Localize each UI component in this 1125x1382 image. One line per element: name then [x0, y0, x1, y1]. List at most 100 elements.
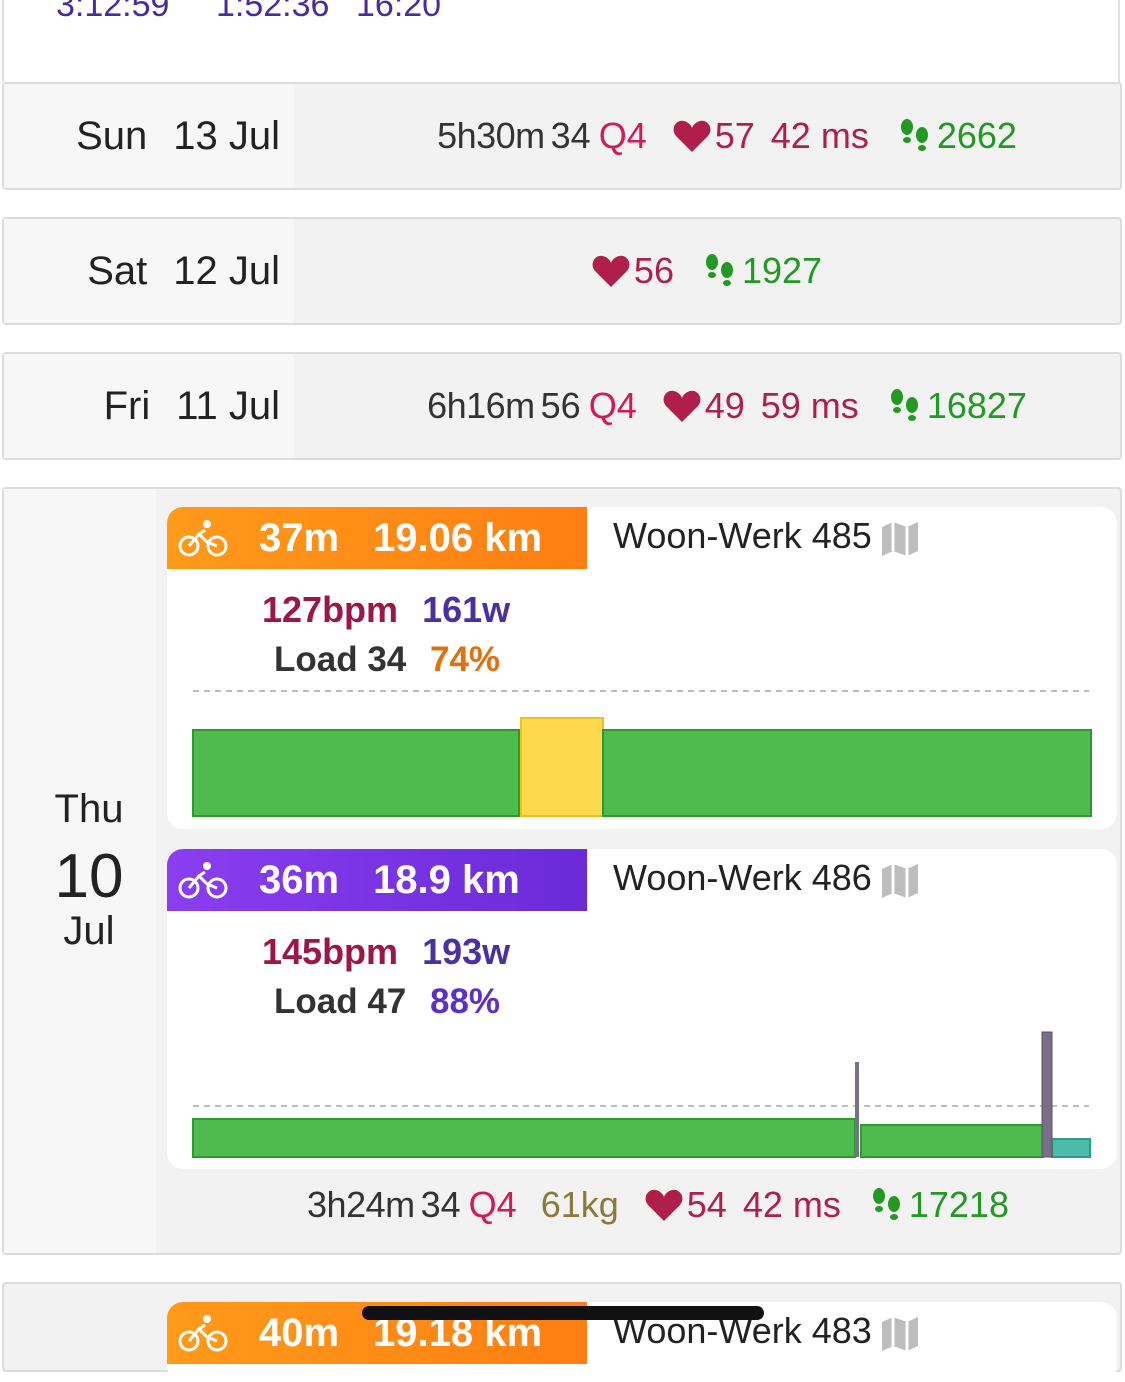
activity-duration: 37m	[259, 515, 340, 560]
previous-week-summary: 3:12:59 1:52:36 16:20	[2, 0, 1120, 82]
activity-distance: 18.9 km	[373, 857, 520, 902]
steps-stat: 16827	[859, 385, 1027, 427]
load-percent: 74%	[430, 640, 501, 679]
zone-bar-1	[192, 729, 520, 817]
hrv-value: 59 ms	[760, 385, 859, 426]
activity-card[interactable]: 37m 19.06 km Woon-Werk 485 127bpm 161w L…	[167, 507, 1117, 829]
day-date: 13 Jul	[173, 113, 280, 158]
activity-duration: 40m	[259, 1310, 340, 1355]
day-of-week: Thu	[54, 787, 124, 831]
load-percent: 88%	[430, 982, 501, 1021]
heart-stat: 56	[592, 250, 674, 292]
activity-load: Load 47 88%	[274, 982, 500, 1022]
zone-bar-2	[520, 717, 604, 817]
activity-load: Load 34 74%	[274, 640, 500, 680]
sleep-duration: 5h30m	[437, 115, 545, 156]
moon-icon	[273, 1190, 289, 1220]
avg-heart-rate: 127bpm	[262, 589, 399, 630]
activity-duration: 36m	[259, 857, 340, 902]
resting-hr: 57	[714, 115, 755, 156]
day-of-week: Sat	[87, 248, 148, 293]
day-row-next: 40m 19.18 km Woon-Werk 483	[2, 1282, 1122, 1382]
heart-icon	[592, 255, 630, 287]
day-label: Fri 11 Jul	[4, 354, 294, 458]
avg-power: 161w	[422, 589, 511, 630]
steps-stat: 2662	[869, 115, 1017, 157]
summary-value-1: 3:12:59	[56, 0, 170, 24]
step-count: 17218	[908, 1184, 1009, 1225]
zone-bar-2	[860, 1124, 1044, 1158]
step-count: 1927	[741, 250, 823, 291]
activity-metrics: 145bpm 193w	[262, 931, 510, 973]
sleep-score: 34	[550, 115, 591, 156]
moon-icon	[393, 391, 409, 421]
hrv-value: 42 ms	[742, 1184, 841, 1225]
spike-marker-1	[855, 1062, 859, 1157]
heart-stat: 57 42 ms	[647, 115, 869, 157]
zone-chart	[192, 690, 1092, 817]
summary-value-3: 16:20	[356, 0, 442, 24]
sleep-score: 34	[420, 1184, 461, 1225]
day-row-thu: Thu 10 Jul 37m 19.06 km Woon-Werk 485 12…	[2, 487, 1122, 1255]
hrv-value: 42 ms	[770, 115, 869, 156]
load-label: Load 47	[274, 982, 407, 1021]
heart-stat: 49 59 ms	[637, 385, 859, 427]
sleep-score: 56	[540, 385, 581, 426]
zone-bar-1	[192, 1118, 856, 1158]
footsteps-icon	[705, 254, 733, 286]
day-label	[4, 489, 156, 1253]
footsteps-icon	[872, 1188, 900, 1220]
resting-hr: 49	[704, 385, 745, 426]
zone-bar-3	[1051, 1138, 1091, 1158]
heart-stat: 54 42 ms	[619, 1184, 841, 1226]
sleep-quality: Q4	[588, 385, 637, 426]
avg-heart-rate: 145bpm	[262, 931, 399, 972]
steps-stat: 17218	[841, 1184, 1009, 1226]
day-stats: 56 1927	[294, 219, 1120, 323]
map-icon[interactable]	[881, 863, 919, 899]
activity-metrics: 127bpm 161w	[262, 589, 510, 631]
day-row-fri[interactable]: Fri 11 Jul 6h16m 56 Q4 49 59 ms 16827	[2, 352, 1122, 460]
footsteps-icon	[900, 119, 928, 151]
step-count: 2662	[936, 115, 1017, 156]
activity-card[interactable]: 36m 18.9 km Woon-Werk 486 145bpm 193w Lo…	[167, 849, 1117, 1169]
day-row-sun[interactable]: Sun 13 Jul 5h30m 34 Q4 57 42 ms 2662	[2, 82, 1122, 190]
sleep-duration: 3h24m	[307, 1184, 415, 1225]
day-label: Sat 12 Jul	[4, 219, 294, 323]
map-icon[interactable]	[881, 521, 919, 557]
day-of-week: Fri	[103, 383, 151, 428]
heart-icon	[673, 120, 711, 152]
day-month: Jul	[63, 909, 115, 953]
day-stats: 5h30m 34 Q4 57 42 ms 2662	[294, 84, 1120, 188]
bicycle-icon	[178, 1315, 228, 1352]
resting-hr: 54	[686, 1184, 727, 1225]
step-count: 16827	[926, 385, 1027, 426]
heart-icon	[663, 390, 701, 422]
load-label: Load 34	[274, 640, 407, 679]
heart-icon	[645, 1189, 683, 1221]
moon-icon	[403, 121, 419, 151]
resting-hr: 56	[633, 250, 674, 291]
footsteps-icon	[890, 389, 918, 421]
sleep-stat: 3h24m 34 Q4	[267, 1184, 517, 1226]
activity-badge: 37m 19.06 km	[167, 507, 587, 569]
day-label: Sun 13 Jul	[4, 84, 294, 188]
day-row-sat[interactable]: Sat 12 Jul 56 1927	[2, 217, 1122, 325]
bicycle-icon	[178, 862, 228, 899]
zone-chart	[192, 1031, 1091, 1158]
day-of-week: Sun	[76, 113, 148, 158]
activity-badge: 36m 18.9 km	[167, 849, 587, 911]
map-icon[interactable]	[881, 1316, 919, 1352]
steps-stat: 1927	[674, 250, 822, 292]
activity-name: Woon-Werk 486	[613, 857, 872, 898]
zone-bar-3	[602, 729, 1092, 817]
day-stats: 6h16m 56 Q4 49 59 ms 16827	[294, 354, 1120, 458]
sleep-quality: Q4	[468, 1184, 517, 1225]
bicycle-icon	[178, 520, 228, 557]
day-date: 12 Jul	[173, 248, 280, 293]
sleep-stat: 5h30m 34 Q4	[397, 115, 647, 157]
activity-distance: 19.06 km	[373, 515, 543, 560]
body-weight: 61kg	[540, 1184, 619, 1225]
spike-marker-2	[1041, 1031, 1053, 1158]
home-indicator[interactable]	[362, 1306, 764, 1320]
